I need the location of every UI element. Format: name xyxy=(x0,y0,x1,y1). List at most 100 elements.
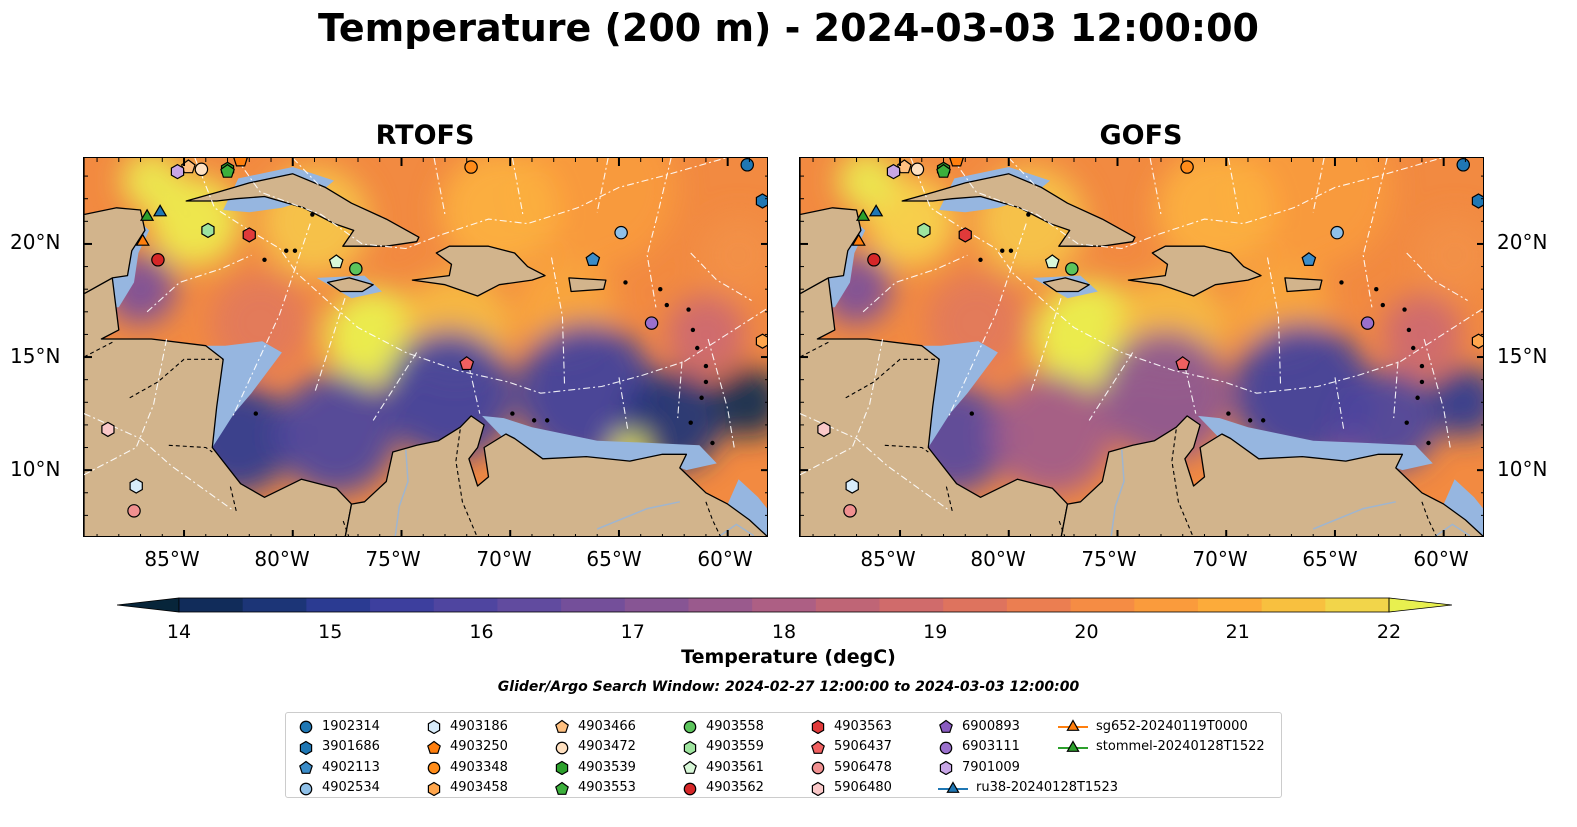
legend-marker-icon xyxy=(299,720,313,734)
colorbar-segment xyxy=(179,598,244,612)
y-tick-label: 10°N xyxy=(1497,457,1548,481)
land-jamaica xyxy=(326,277,374,293)
eez-boundary xyxy=(1393,361,1399,419)
island xyxy=(969,411,974,416)
legend-marker-icon xyxy=(299,740,313,755)
island xyxy=(1415,395,1420,400)
legend-marker-icon xyxy=(427,761,441,775)
colorbar-segment xyxy=(1325,598,1390,612)
island xyxy=(284,248,289,253)
land-cuba xyxy=(901,173,1136,247)
x-tick-label: 70°W xyxy=(476,547,532,571)
y-tick-label: 10°N xyxy=(10,457,61,481)
legend-label: 4903458 xyxy=(450,780,508,795)
legend-label: 4903466 xyxy=(578,718,636,734)
colorbar xyxy=(116,592,1453,618)
river xyxy=(394,449,409,536)
island xyxy=(1406,327,1412,333)
legend-label: 7901009 xyxy=(962,759,1020,775)
colorbar-segment xyxy=(1070,598,1135,612)
legend-item: stommel-20240128T1522 xyxy=(1058,737,1265,757)
island xyxy=(544,418,550,423)
gofs-map xyxy=(799,157,1484,537)
search-window-note: Glider/Argo Search Window: 2024-02-27 12… xyxy=(497,679,1080,695)
legend-marker-icon xyxy=(683,720,697,734)
float-marker xyxy=(740,158,755,172)
colorbar-tick-label: 19 xyxy=(923,621,948,643)
legend-label: 4903348 xyxy=(450,759,508,775)
eez-boundary xyxy=(947,223,1027,419)
legend-marker-icon xyxy=(1058,739,1088,752)
legend-marker xyxy=(939,760,953,775)
legend-label: 4902534 xyxy=(322,780,380,795)
legend-marker xyxy=(427,781,441,796)
eez-boundary xyxy=(1312,158,1325,213)
legend-marker xyxy=(683,720,697,734)
land-cuba xyxy=(185,173,420,247)
country-border xyxy=(845,358,940,399)
legend-item: 4903561 xyxy=(682,757,764,777)
legend-label: 4903563 xyxy=(834,718,892,734)
legend-label: 6900893 xyxy=(962,718,1020,734)
float-marker xyxy=(328,254,344,269)
legend-marker-icon xyxy=(811,740,825,754)
legend-item: 5906480 xyxy=(810,778,892,798)
colorbar-segment xyxy=(688,598,753,612)
float-marker xyxy=(129,478,143,494)
colorbar-tick-label: 17 xyxy=(620,621,645,643)
eez-boundary xyxy=(146,254,252,313)
legend-marker xyxy=(299,782,313,795)
eez-boundary xyxy=(690,252,752,301)
legend-item: sg652-20240119T0000 xyxy=(1058,716,1248,736)
float-marker xyxy=(127,504,141,518)
legend-label: 4902113 xyxy=(322,759,380,775)
country-border xyxy=(84,340,115,358)
river xyxy=(1312,501,1396,530)
legend-marker-icon xyxy=(555,741,569,754)
legend-marker xyxy=(427,761,441,775)
land-puertorico xyxy=(1284,277,1323,293)
colorbar-segment xyxy=(561,598,626,612)
island xyxy=(292,248,298,253)
land-puertorico xyxy=(568,277,607,293)
continental-shelf xyxy=(921,341,998,448)
continental-shelf xyxy=(727,479,767,536)
eez-boundary xyxy=(1149,158,1162,215)
legend-label: 5906437 xyxy=(834,739,892,754)
colorbar-tick-label: 21 xyxy=(1225,621,1250,643)
float-marker xyxy=(1301,252,1317,267)
legend-item: 1902314 xyxy=(298,716,380,736)
colorbar-tick-label: 15 xyxy=(318,621,343,643)
legend-marker xyxy=(555,760,569,775)
eez-boundary xyxy=(862,254,968,313)
float-marker xyxy=(1175,356,1191,371)
legend-label: 4903562 xyxy=(706,780,764,795)
x-tick-label: 65°W xyxy=(586,547,642,571)
colorbar-segment xyxy=(1261,598,1326,612)
legend-marker-icon xyxy=(939,741,953,754)
eez-boundary xyxy=(372,352,418,421)
country-border xyxy=(168,444,213,453)
colorbar-min-extension xyxy=(116,597,180,613)
eez-boundary xyxy=(800,338,884,476)
colorbar-segment xyxy=(943,598,1008,612)
colorbar-segment xyxy=(1197,598,1263,612)
float-marker xyxy=(349,262,363,276)
legend-marker xyxy=(555,781,569,795)
float-marker xyxy=(1065,262,1079,276)
x-tick-label: 85°W xyxy=(860,547,916,571)
float-marker xyxy=(1456,158,1471,172)
colorbar-label: Temperature (degC) xyxy=(681,646,896,668)
float-marker xyxy=(755,193,767,209)
float-marker xyxy=(201,222,215,239)
eez-boundary xyxy=(1088,352,1134,421)
colorbar-segment xyxy=(433,598,498,612)
legend-item: 4903539 xyxy=(554,757,636,777)
island xyxy=(253,411,258,416)
island xyxy=(531,418,537,423)
float-marker xyxy=(1360,316,1375,330)
colorbar-max-extension xyxy=(1388,597,1453,613)
eez-boundary xyxy=(292,158,322,188)
float-marker xyxy=(139,208,155,221)
legend-marker xyxy=(299,720,313,734)
